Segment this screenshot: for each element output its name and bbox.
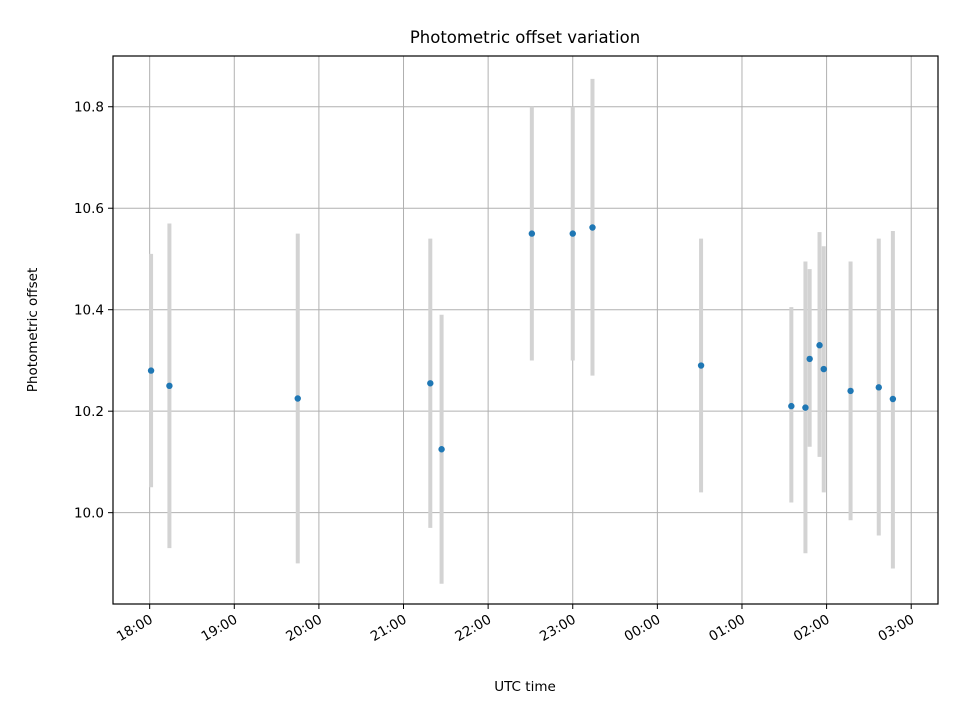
data-point <box>589 224 596 231</box>
chart-title: Photometric offset variation <box>410 28 640 47</box>
y-tick-label: 10.4 <box>74 303 104 319</box>
data-point <box>820 365 827 373</box>
y-tick-label: 10.0 <box>74 506 104 522</box>
data-point <box>147 367 155 374</box>
y-axis-ticks: 10.0 10.2 10.4 10.6 10.8 <box>74 100 113 522</box>
y-tick-label: 10.6 <box>74 201 104 217</box>
data-point <box>816 342 823 349</box>
data-point <box>875 384 882 391</box>
y-axis-label: Photometric offset <box>25 268 41 392</box>
point-layer <box>147 224 897 453</box>
x-axis-label: UTC time <box>494 679 556 695</box>
data-point <box>569 230 576 237</box>
data-point <box>788 402 795 410</box>
data-point <box>528 230 536 237</box>
data-point <box>697 362 705 369</box>
y-tick-label: 10.2 <box>74 404 104 420</box>
data-point <box>889 395 897 403</box>
data-point <box>294 395 301 402</box>
data-point <box>166 382 173 390</box>
data-point <box>806 355 813 363</box>
data-point <box>847 387 854 395</box>
y-tick-label: 10.8 <box>74 100 104 116</box>
data-point <box>802 404 809 411</box>
data-point <box>427 380 434 387</box>
plot-area-frame <box>112 55 939 605</box>
data-point <box>438 446 445 453</box>
